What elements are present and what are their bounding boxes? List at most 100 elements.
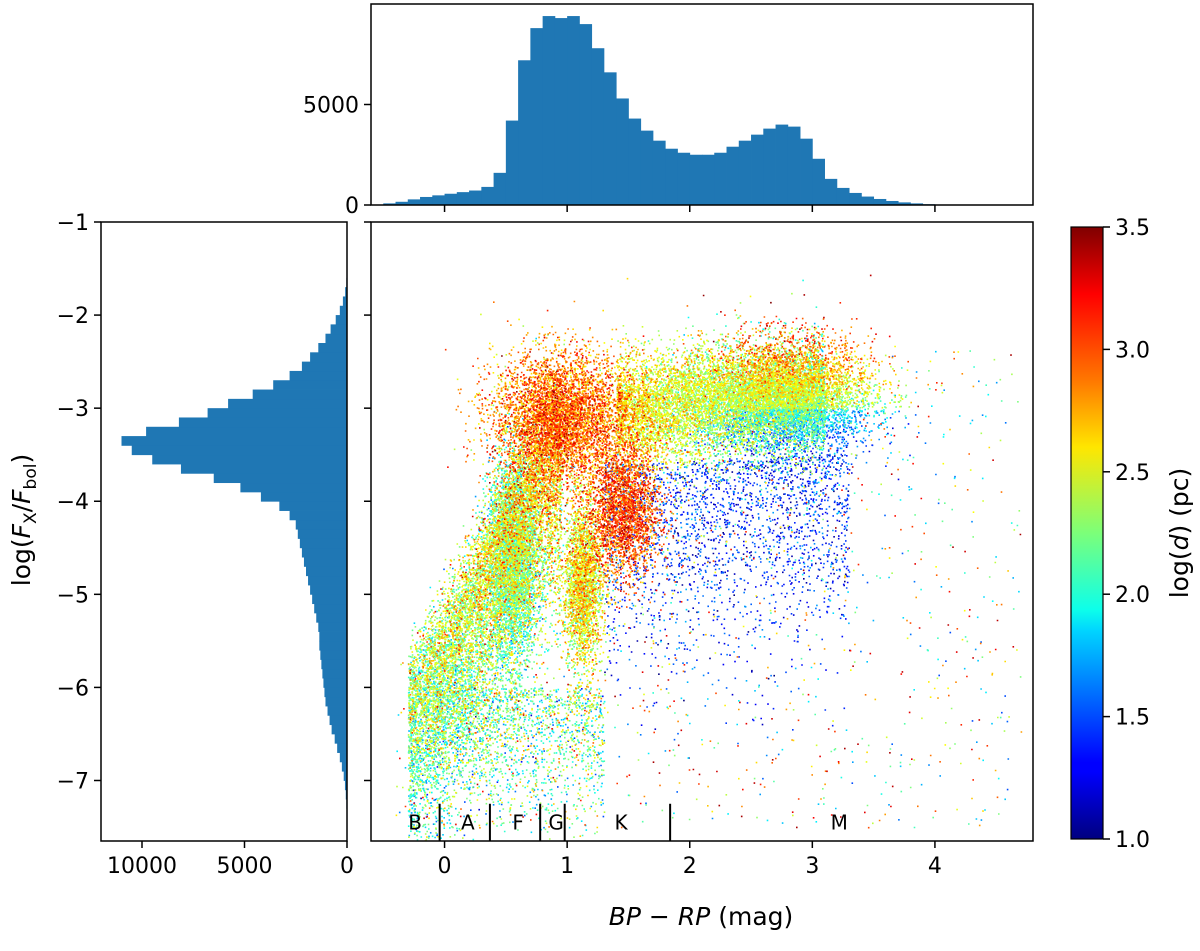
top-histogram-bar <box>518 60 531 205</box>
top-histogram-bar <box>481 186 494 205</box>
left-histogram-bar <box>339 752 347 763</box>
left-histogram-bars <box>121 277 347 809</box>
left-histogram-bar <box>322 668 347 679</box>
top-histogram-bar <box>898 202 911 205</box>
top-histogram-bar <box>787 126 801 205</box>
left-histogram-bar <box>289 370 347 381</box>
scatter-point-group <box>409 302 975 802</box>
top-histogram-bar <box>591 48 605 205</box>
spectral-type-label: B <box>408 810 422 834</box>
top-histogram-bar <box>432 195 445 205</box>
top-histogram-panel: 0 5000 <box>303 3 1034 219</box>
top-histogram-bar <box>444 193 458 205</box>
left-histogram-bar <box>240 482 347 493</box>
x-tick-label: 4 <box>928 854 942 879</box>
left-plot-frame <box>100 221 348 842</box>
top-histogram-bar <box>407 199 421 205</box>
top-histogram-bar <box>603 72 617 205</box>
top-histogram-bar <box>542 16 556 206</box>
top-histogram-bar <box>530 28 544 206</box>
left-histogram-bar <box>312 594 347 605</box>
top-histogram-bar <box>824 178 838 205</box>
colorbar-tick-label: 2.0 <box>1115 583 1150 608</box>
top-histogram-bars <box>383 16 960 206</box>
left-histogram-bar <box>339 305 347 316</box>
top-histogram-bar <box>702 154 715 205</box>
left-histogram-bar <box>319 631 347 642</box>
left-histogram-bar <box>314 603 347 614</box>
top-histogram-bar <box>554 18 568 205</box>
left-histogram-bar <box>289 510 347 521</box>
top-histogram-bar <box>616 98 629 205</box>
top-histogram-bar <box>395 201 409 205</box>
left-histogram-bar <box>323 678 347 688</box>
top-histogram-bar <box>714 152 727 205</box>
left-histogram-bar <box>337 743 347 753</box>
left-histogram-bar <box>131 445 347 456</box>
left-histogram-bar <box>303 557 347 567</box>
left-histogram-bar <box>325 696 347 707</box>
top-histogram-bar <box>751 134 764 205</box>
y-tick-label: −2 <box>57 304 89 329</box>
left-histogram-bar <box>335 315 347 325</box>
left-x-tick-label: 5000 <box>217 854 273 879</box>
top-histogram-bar <box>677 152 691 205</box>
colorbar-label: log(d) (pc) <box>1165 468 1194 599</box>
x-tick-label: 0 <box>438 854 452 879</box>
main-x-ticks: 0 1 2 3 4 <box>438 841 942 879</box>
left-histogram-bar <box>330 324 347 335</box>
top-histogram-bar <box>812 158 825 205</box>
y-axis-label: log(FX/Fbol) <box>7 454 41 586</box>
left-histogram-bar <box>308 575 347 586</box>
left-histogram-bar <box>325 333 347 344</box>
left-histogram-bar <box>273 380 347 390</box>
left-histogram-bar <box>228 398 347 409</box>
top-histogram-bar <box>775 124 789 205</box>
left-histogram-bar <box>320 650 347 660</box>
top-histogram-bar <box>567 16 580 206</box>
y-tick-label: −5 <box>57 583 89 608</box>
top-histogram-bar <box>689 154 703 205</box>
left-histogram-bar <box>345 287 347 297</box>
top-y-tick-label: 5000 <box>303 94 359 119</box>
left-histogram-bar <box>252 389 347 400</box>
left-histogram-bar <box>295 519 347 530</box>
left-histogram-bar <box>279 501 347 511</box>
top-histogram-bar <box>885 200 899 205</box>
left-x-tick-label: 10000 <box>107 854 177 879</box>
left-histogram-bar <box>180 464 347 474</box>
left-histogram-bar <box>316 612 347 623</box>
top-histogram-bar <box>505 120 519 205</box>
top-histogram-bar <box>861 196 875 205</box>
top-histogram-bar <box>628 118 642 205</box>
left-histogram-bar <box>331 724 347 735</box>
left-histogram-bar <box>260 491 347 502</box>
left-histogram-bar <box>329 715 347 726</box>
left-histogram-bar <box>319 640 347 651</box>
left-histogram-bar <box>318 622 347 632</box>
spectral-type-label: F <box>512 810 524 834</box>
x-tick-label: 3 <box>805 854 819 879</box>
left-histogram-bar <box>327 706 347 716</box>
main-plot-frame <box>370 221 1034 842</box>
left-histogram-bar <box>324 687 347 698</box>
colorbar-tick-label: 1.0 <box>1115 828 1150 853</box>
left-histogram-bar <box>318 343 347 353</box>
top-histogram-bar <box>579 24 593 205</box>
top-histogram-bar <box>456 192 470 205</box>
left-x-tick-label: 0 <box>340 854 354 879</box>
top-histogram-bar <box>420 196 433 205</box>
top-histogram-bar <box>800 138 813 205</box>
spectral-type-boundaries <box>438 803 672 841</box>
top-histogram-bar <box>383 203 396 205</box>
y-tick-label: −3 <box>57 397 89 422</box>
colorbar-tick-label: 3.0 <box>1115 338 1150 363</box>
colorbar: 1.0 1.5 2.0 2.5 3.0 3.5 log(d) (pc) <box>1070 216 1194 853</box>
left-histogram-bar <box>299 538 347 549</box>
left-histogram-bar <box>334 733 347 744</box>
main-y-ticks <box>364 221 371 782</box>
top-histogram-bar <box>738 140 752 205</box>
left-histogram-bar <box>321 659 347 670</box>
